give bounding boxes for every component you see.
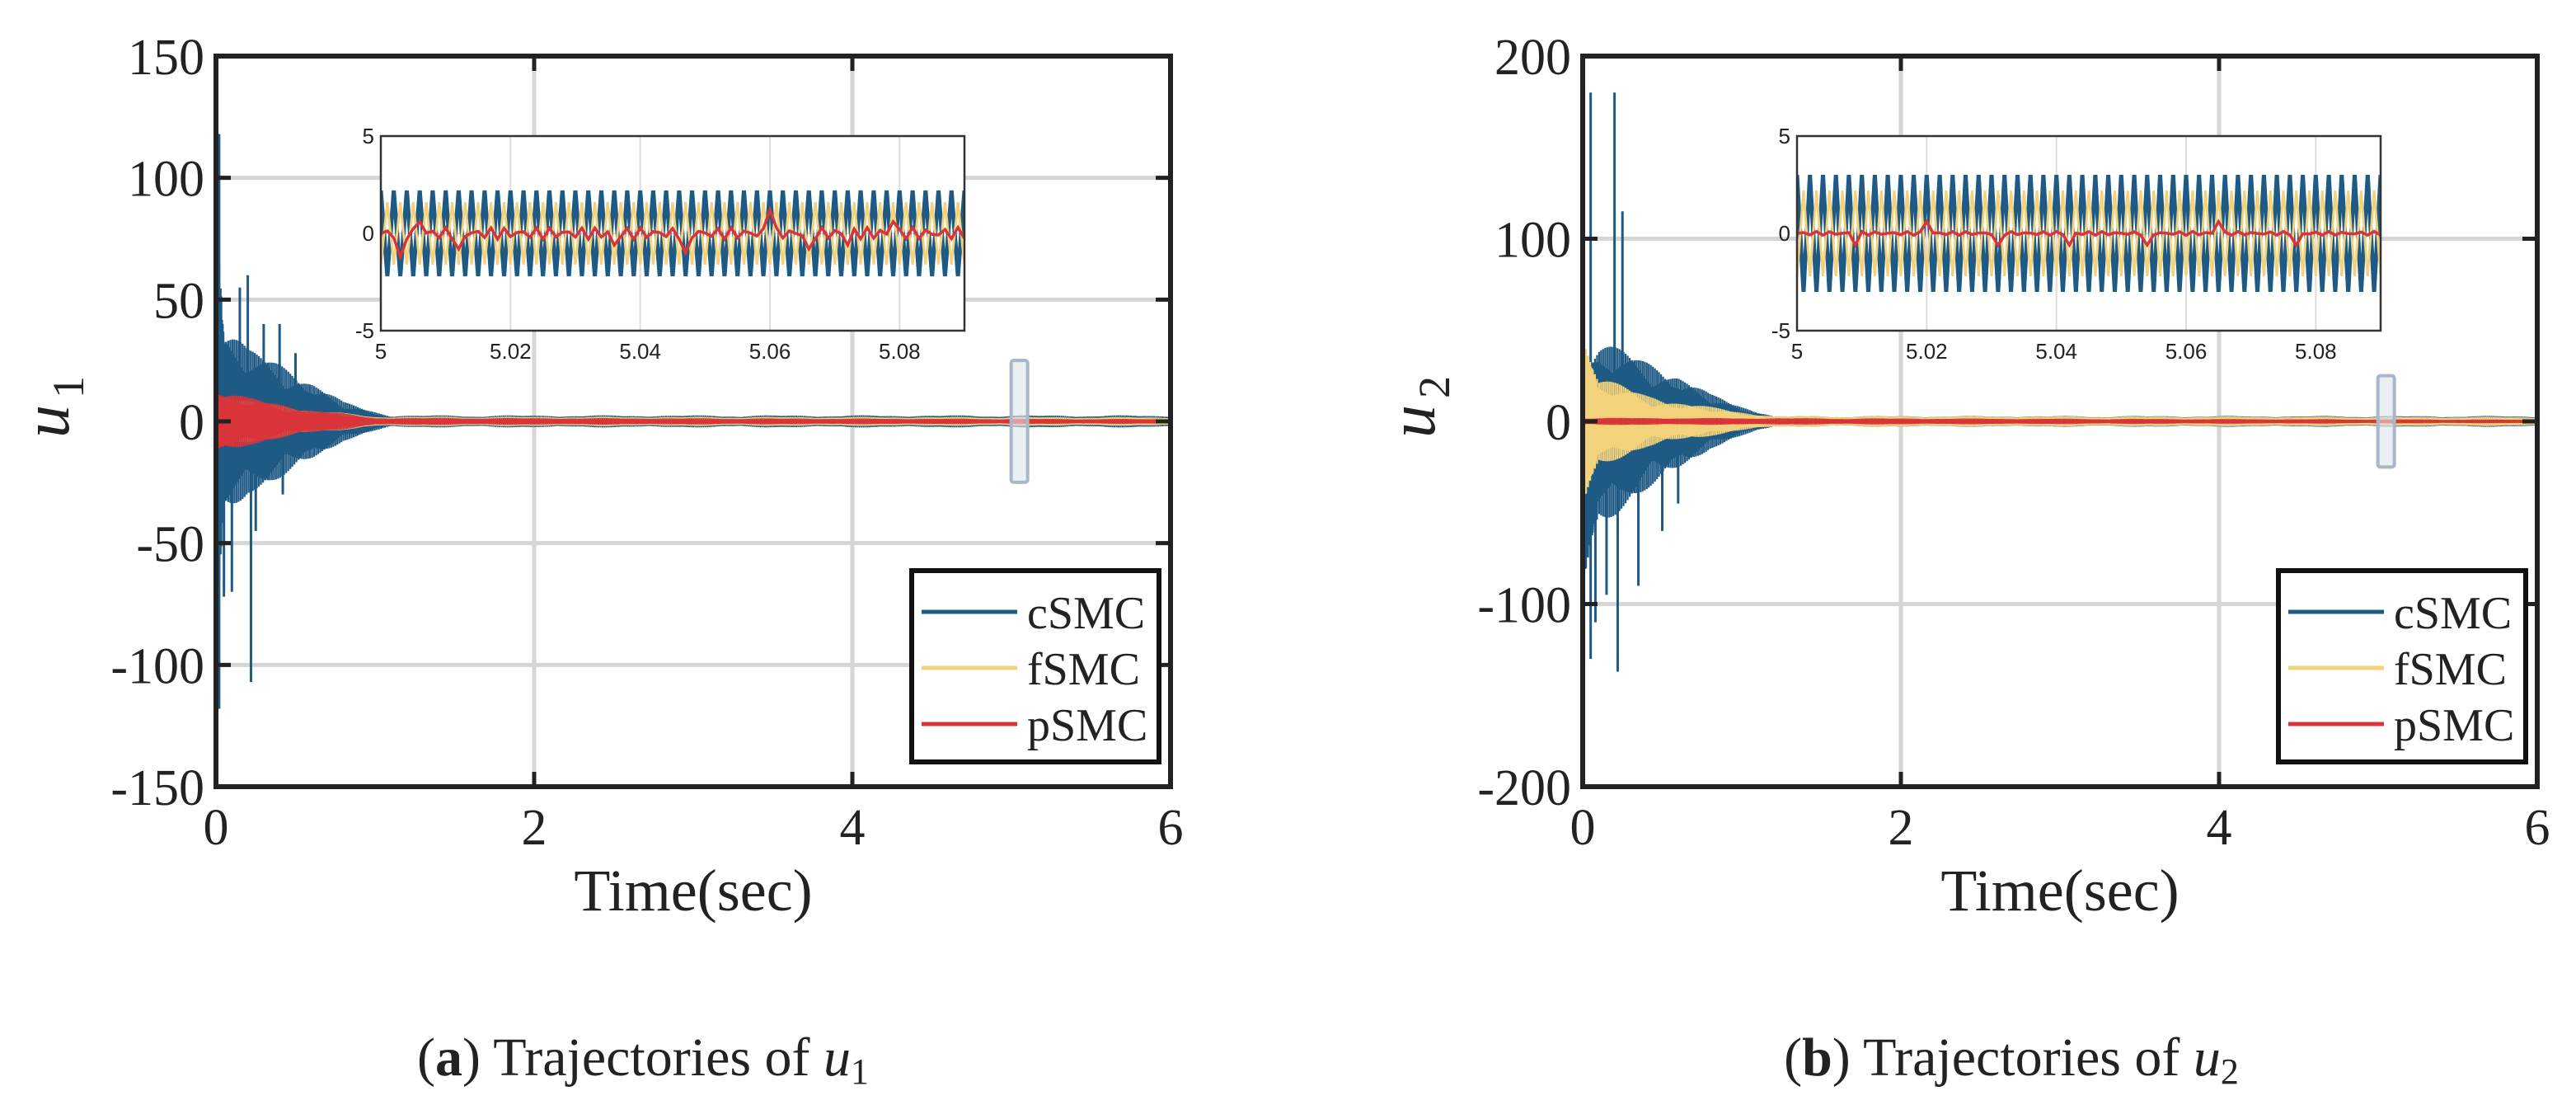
y-tick-label: 50 [153,273,204,329]
legend-label-cSMC: cSMC [1027,588,1145,639]
y-tick-label: 100 [128,152,204,208]
caption-a-text: Trajectories of [493,1027,810,1088]
inset-y-tick-label: -5 [355,318,374,343]
caption-b-sub: 2 [2220,1051,2239,1092]
x-axis-label: Time(sec) [574,858,812,924]
y-tick-label: 100 [1494,213,1571,269]
y-axis-label-var: u [11,405,83,438]
legend-label-cSMC: cSMC [2394,588,2512,639]
inset-y-tick-label: 5 [363,124,374,148]
y-tick-label: 0 [179,395,204,451]
inset-x-tick-label: 5.04 [619,339,661,364]
caption-a-label: a [434,1027,462,1088]
series-group [1583,92,2537,672]
inset-series-cSMC [381,190,964,277]
caption-b-text: Trajectories of [1863,1027,2180,1088]
caption-a-var: u [823,1027,852,1088]
inset-series-group [1797,175,2381,292]
y-axis-label: u1 [11,376,93,438]
inset-b: 5 5.02 5.04 5.06 5.08 5 0 -5 [1771,124,2382,364]
legend-label-fSMC: fSMC [1027,644,1140,695]
inset-series-cSMC [1797,175,2381,292]
y-tick-label: -200 [1477,760,1571,816]
caption-a: (a) Trajectories of u1 [416,1027,870,1092]
caption-b-var: u [2193,1027,2221,1088]
inset-y-tick-label: -5 [1771,318,1790,343]
x-tick-label: 4 [840,800,866,856]
inset-x-tick-label: 5.08 [2295,339,2337,364]
y-axis-label-sub: 2 [1410,376,1459,398]
caption-b: (b) Trajectories of u2 [1784,1027,2239,1092]
inset-x-tick-label: 5.06 [2165,339,2208,364]
caption-a-sub: 1 [851,1051,870,1092]
inset-series-pSMC [381,205,964,261]
series-pSMC [1583,417,2537,426]
inset-x-tick-label: 5 [1791,339,1803,364]
x-tick-label: 0 [204,800,229,856]
inset-series-group [381,190,964,277]
x-tick-label: 4 [2207,800,2232,856]
inset-y-tick-label: 0 [1779,221,1790,246]
inset-axes-box [379,134,966,332]
inset-x-tick-label: 5.06 [749,339,791,364]
x-tick-label: 6 [2525,800,2550,856]
inset-axes-box [1795,134,2382,332]
series-pSMC [216,394,1171,449]
y-tick-label: -100 [110,638,204,694]
zoom-marker [1009,359,1030,484]
x-tick-label: 2 [522,800,547,856]
x-axis-label: Time(sec) [1940,858,2179,924]
inset-series-pSMC [1797,219,2381,249]
y-tick-label: 0 [1546,395,1571,451]
inset-series-fSMC [1797,190,2381,277]
y-axis-label-sub: 1 [44,376,93,398]
y-tick-label: 150 [128,30,204,86]
inset-y-tick-label: 0 [363,221,374,246]
x-tick-label: 2 [1889,800,1914,856]
inset-x-tick-label: 5.02 [1906,339,1948,364]
y-axis-label-var: u [1377,405,1449,438]
chart-panel-b: 0 2 4 62001000-100-200Time(sec)u2cSMCfSMCpS… [1377,30,2550,924]
series-group [216,134,1171,709]
inset-x-tick-label: 5.08 [879,339,921,364]
inset-a: 5 5.02 5.04 5.06 5.08 5 0 -5 [355,124,966,364]
inset-x-tick-label: 5.04 [2035,339,2077,364]
legend-label-pSMC: pSMC [2394,700,2514,751]
y-tick-label: -50 [136,517,204,573]
legend-label-fSMC: fSMC [2394,644,2507,695]
inset-y-tick-label: 5 [1779,124,1790,148]
y-tick-label: -100 [1477,578,1571,634]
x-tick-label: 0 [1570,800,1596,856]
y-tick-label: -150 [110,760,204,816]
caption-b-label: b [1802,1027,1832,1088]
y-tick-label: 200 [1494,30,1571,86]
y-axis-label: u2 [1377,376,1459,438]
inset-series-fSMC [381,202,964,265]
chart-panel-a: 0 2 4 6150100500-50-100-150Time(sec)u1cSMCf… [11,30,1184,924]
inset-x-tick-label: 5.02 [490,339,532,364]
legend-label-pSMC: pSMC [1027,700,1147,751]
zoom-marker [2376,374,2396,469]
inset-x-tick-label: 5 [375,339,387,364]
x-tick-label: 6 [1158,800,1184,856]
